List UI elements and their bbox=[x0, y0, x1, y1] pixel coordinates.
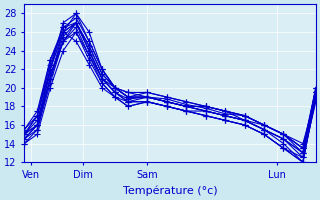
X-axis label: Température (°c): Température (°c) bbox=[123, 185, 217, 196]
